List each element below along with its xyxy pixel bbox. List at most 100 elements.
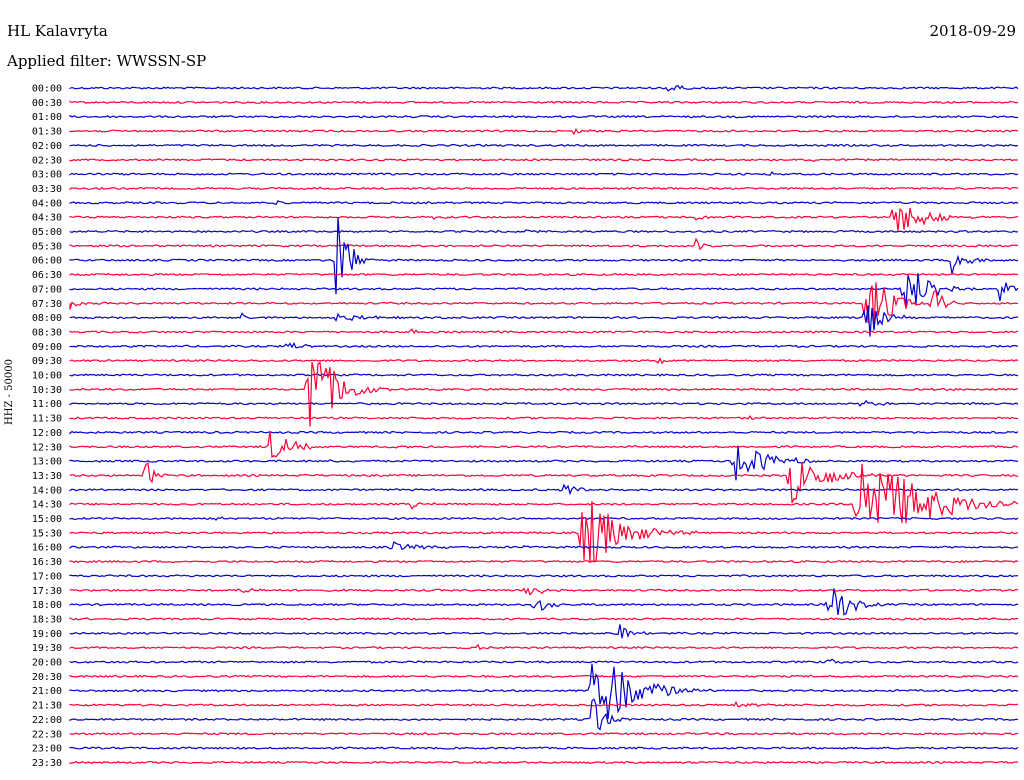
trace-line [69,463,1019,524]
time-tick-label: 04:00 [32,198,62,209]
time-tick-label: 14:30 [32,500,62,511]
time-tick-label: 01:00 [32,112,62,123]
trace-line [69,516,1019,521]
time-tick-label: 16:00 [32,543,62,554]
trace-line [69,361,1019,427]
time-tick-label: 12:00 [32,428,62,439]
time-tick-label: 07:00 [32,284,62,295]
trace-line [69,500,1019,562]
trace-line [69,114,1019,119]
trace-line [69,541,1018,551]
time-tick-label: 11:00 [32,399,62,410]
time-tick-label: 20:00 [32,658,62,669]
time-tick-label: 21:30 [32,701,62,712]
trace-line [69,643,1019,651]
time-tick-label: 17:30 [32,586,62,597]
time-tick-label: 08:00 [32,313,62,324]
trace-line [69,143,1019,148]
trace-line [69,700,1019,708]
trace-line [69,272,1019,277]
trace-line [69,430,1019,459]
time-tick-label: 10:00 [32,371,62,382]
applied-filter: Applied filter: WWSSN-SP [7,52,207,70]
trace-line [69,84,1019,92]
time-tick-label: 03:00 [32,170,62,181]
trace-line [69,373,1019,377]
trace-line [69,127,1019,136]
time-tick-label: 00:30 [32,98,62,109]
time-tick-label: 23:00 [32,744,62,755]
time-tick-label: 14:00 [32,485,62,496]
time-tick-label: 04:30 [32,213,62,224]
trace-line [69,305,1019,337]
trace-line [69,461,1019,504]
time-tick-label: 06:00 [32,256,62,267]
trace-line [69,483,1019,496]
trace-line [69,217,1019,295]
time-tick-label: 21:00 [32,686,62,697]
trace-line [69,663,1019,720]
trace-line [69,237,1019,251]
time-tick-label: 07:30 [32,299,62,310]
trace-line [69,430,1019,435]
time-tick-label: 05:30 [32,241,62,252]
record-date: 2018-09-29 [929,22,1016,40]
trace-line [69,207,1019,231]
trace-line [69,732,1019,736]
trace-line [69,588,1019,616]
trace-line [69,445,1019,481]
trace-line [69,574,1019,578]
trace-line [69,186,1019,191]
time-tick-label: 13:30 [32,471,62,482]
trace-line [69,624,1019,639]
time-tick-label: 02:00 [32,141,62,152]
trace-line [69,617,1019,621]
time-tick-label: 13:00 [32,457,62,468]
time-tick-label: 22:00 [32,715,62,726]
trace-line [69,229,1019,234]
trace-line [69,674,1019,678]
time-tick-label: 09:30 [32,356,62,367]
time-tick-label: 16:30 [32,557,62,568]
trace-line [69,559,1019,564]
trace-line [69,100,1019,104]
trace-line [69,273,1019,307]
trace-line [69,399,1019,407]
time-tick-label: 20:30 [32,672,62,683]
time-tick-label: 11:30 [32,414,62,425]
time-tick-label: 18:30 [32,614,62,625]
time-tick-label: 17:00 [32,571,62,582]
time-tick-label: 09:00 [32,342,62,353]
time-tick-label: 00:00 [32,84,62,95]
trace-line [69,328,1019,335]
trace-line [69,282,1019,328]
time-tick-label: 03:30 [32,184,62,195]
trace-line [69,760,1019,765]
time-tick-label: 18:00 [32,600,62,611]
time-tick-label: 19:00 [32,629,62,640]
time-tick-label: 06:30 [32,270,62,281]
trace-line [69,357,1019,365]
trace-line [69,200,1019,206]
trace-line [69,341,1019,349]
trace-line [69,746,1019,750]
trace-line [69,698,1019,731]
time-tick-label: 12:30 [32,442,62,453]
station-name: HL Kalavryta [7,22,108,40]
time-tick-label: 22:30 [32,729,62,740]
trace-line [69,658,1019,664]
trace-line [69,587,1019,596]
time-tick-label: 05:00 [32,227,62,238]
time-tick-label: 15:00 [32,514,62,525]
time-tick-label: 08:30 [32,327,62,338]
time-tick-label: 10:30 [32,385,62,396]
trace-line [69,158,1019,163]
time-tick-label: 02:30 [32,155,62,166]
trace-line [69,415,1019,420]
time-tick-label: 23:30 [32,758,62,769]
time-tick-label: 15:30 [32,528,62,539]
time-tick-label: 19:30 [32,643,62,654]
time-tick-label: 01:30 [32,127,62,138]
trace-line [69,171,1019,176]
